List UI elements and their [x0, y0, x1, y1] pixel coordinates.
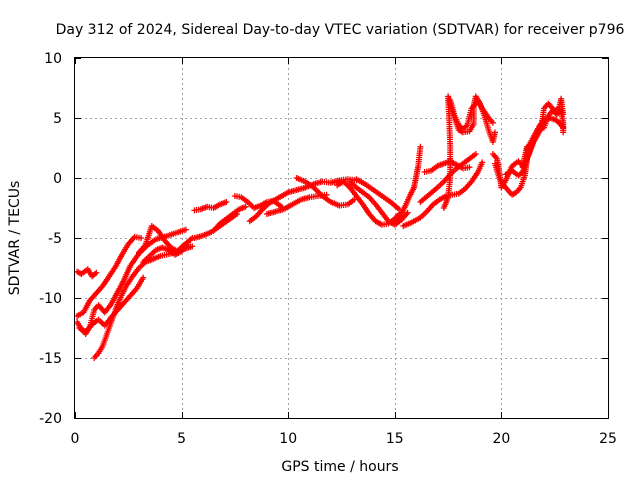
- y-tick-label: -5: [48, 231, 62, 247]
- x-tick-label: 5: [177, 431, 186, 447]
- data-point: [140, 274, 147, 281]
- x-tick-label: 25: [599, 431, 617, 447]
- y-tick-label: 5: [53, 111, 62, 127]
- y-tick-label: 10: [44, 51, 62, 67]
- data-point: [417, 143, 424, 150]
- data-point: [560, 111, 567, 118]
- chart-title: Day 312 of 2024, Sidereal Day-to-day VTE…: [56, 22, 625, 38]
- data-point: [242, 203, 249, 210]
- x-tick-label: 10: [279, 431, 297, 447]
- x-tick-label: 20: [492, 431, 510, 447]
- data-point: [492, 129, 498, 136]
- data-points: [74, 93, 567, 361]
- data-point: [489, 119, 496, 126]
- x-axis-label: GPS time / hours: [281, 459, 398, 475]
- y-tick-label: -20: [39, 411, 62, 427]
- data-point: [223, 199, 230, 205]
- data-point: [138, 235, 145, 241]
- data-point: [560, 124, 567, 131]
- y-axis-label: SDTVAR / TECUs: [7, 181, 23, 296]
- x-tick-label: 0: [71, 431, 80, 447]
- y-tick-label: -15: [39, 351, 62, 367]
- data-point: [472, 151, 479, 157]
- data-point: [185, 239, 191, 246]
- data-point: [404, 209, 411, 216]
- y-tick-label: -10: [39, 291, 62, 307]
- data-point: [189, 243, 196, 250]
- x-tick-label: 15: [386, 431, 404, 447]
- tick-labels: 0 5 10 15 20 25 -20 -15 -10 -5 0 5 10: [39, 51, 617, 447]
- plot-frame: [74, 57, 609, 419]
- y-tick-label: 0: [53, 171, 62, 187]
- data-point: [479, 159, 486, 166]
- data-point: [182, 226, 189, 233]
- data-point: [93, 269, 100, 276]
- data-point: [466, 164, 473, 171]
